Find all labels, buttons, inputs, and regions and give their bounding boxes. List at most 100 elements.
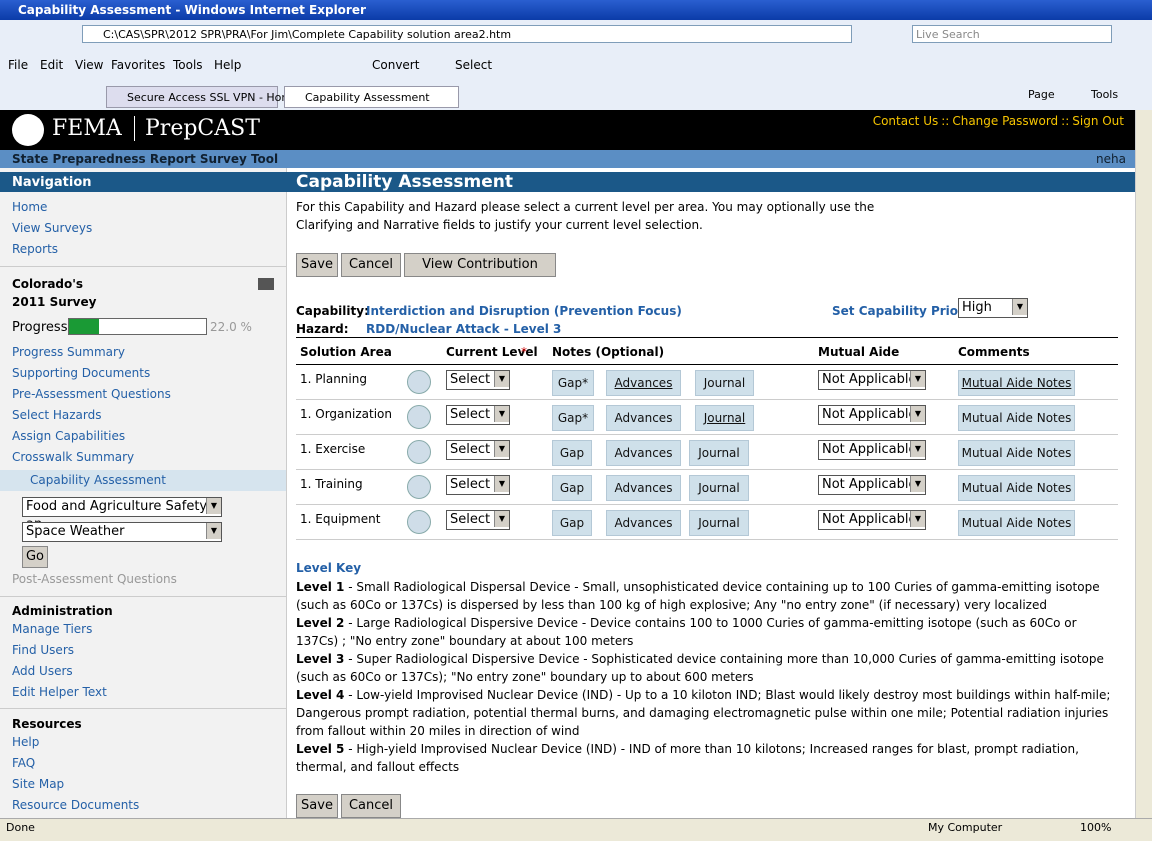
- note-button[interactable]: Journal: [689, 510, 749, 536]
- level-text: - Large Radiological Dispersive Device -…: [296, 616, 1077, 648]
- band: [0, 172, 1135, 192]
- nav-link[interactable]: Find Users: [12, 643, 75, 657]
- nav-link[interactable]: Supporting Documents: [12, 366, 151, 380]
- nav-link[interactable]: Edit Helper Text: [12, 685, 107, 699]
- nav-link[interactable]: Progress Summary: [12, 345, 126, 359]
- level-select[interactable]: Select: [446, 510, 510, 530]
- column-header: Mutual Aide: [818, 345, 900, 359]
- nav-link[interactable]: Select Hazards: [12, 408, 102, 422]
- menu-item[interactable]: Edit: [40, 58, 64, 72]
- note-button[interactable]: Gap: [552, 475, 592, 501]
- note-button[interactable]: Journal: [695, 405, 754, 431]
- mutual-select[interactable]: Not Applicable: [818, 370, 926, 390]
- convert[interactable]: Convert: [372, 58, 420, 72]
- button[interactable]: Save: [296, 253, 338, 277]
- tools-tool[interactable]: Tools: [1091, 88, 1119, 101]
- brand: FEMA: [52, 116, 122, 141]
- header-link[interactable]: Sign Out: [1072, 114, 1124, 128]
- rule: [296, 399, 1118, 400]
- tab[interactable]: Capability Assessment: [284, 86, 459, 108]
- menu-item[interactable]: View: [75, 58, 104, 72]
- mutual-select[interactable]: Not Applicable: [818, 405, 926, 425]
- header-link[interactable]: Contact Us: [872, 114, 939, 128]
- nav-link[interactable]: Reports: [12, 242, 59, 256]
- nav-link[interactable]: Home: [12, 200, 48, 214]
- button[interactable]: View Contribution: [404, 253, 556, 277]
- menu-item[interactable]: File: [8, 58, 29, 72]
- level-key-title: Level Key: [296, 561, 362, 575]
- note-button[interactable]: Advances: [606, 405, 681, 431]
- note-button[interactable]: Advances: [606, 475, 681, 501]
- note-button[interactable]: Journal: [689, 475, 749, 501]
- nav-link[interactable]: Crosswalk Summary: [12, 450, 135, 464]
- status-bar: [0, 818, 1152, 841]
- mutual-select[interactable]: Not Applicable: [818, 440, 926, 460]
- level-select[interactable]: Select: [446, 440, 510, 460]
- column-header: Notes (Optional): [552, 345, 665, 359]
- button[interactable]: Cancel: [341, 794, 401, 818]
- address-bar[interactable]: C:\CAS\SPR\2012 SPR\PRA\For Jim\Complete…: [82, 25, 852, 43]
- note-button[interactable]: Advances: [606, 440, 681, 466]
- tab[interactable]: Secure Access SSL VPN - Home: [106, 86, 299, 108]
- note-button[interactable]: Journal: [689, 440, 749, 466]
- priority-select[interactable]: High: [958, 298, 1028, 318]
- area: 1. Organization: [300, 407, 392, 421]
- level-item: Level 5 - High-yield Improvised Nuclear …: [296, 740, 1118, 776]
- area: 1. Training: [300, 477, 363, 491]
- area: 1. Equipment: [300, 512, 381, 526]
- level-text: - Super Radiological Dispersive Device -…: [296, 652, 1104, 684]
- nav-link[interactable]: Manage Tiers: [12, 622, 93, 636]
- dropdown[interactable]: Space Weather: [22, 522, 222, 542]
- button[interactable]: Save: [296, 794, 338, 818]
- level-select[interactable]: Select: [446, 405, 510, 425]
- level-text: - Low-yield Improvised Nuclear Device (I…: [296, 688, 1111, 738]
- comment-button[interactable]: Mutual Aide Notes: [958, 475, 1075, 501]
- note-button[interactable]: Gap: [552, 510, 592, 536]
- zoom[interactable]: 100%: [1080, 821, 1112, 834]
- note-button[interactable]: Advances: [606, 510, 681, 536]
- go-button[interactable]: Go: [22, 546, 48, 568]
- mutual-select[interactable]: Not Applicable: [818, 475, 926, 495]
- note-button[interactable]: Advances: [606, 370, 681, 396]
- capability-value: Interdiction and Disruption (Prevention …: [366, 304, 682, 318]
- nav-link[interactable]: FAQ: [12, 756, 36, 770]
- select-tool[interactable]: Select: [455, 58, 493, 72]
- nav-link[interactable]: View Surveys: [12, 221, 93, 235]
- mutual-select[interactable]: Not Applicable: [818, 510, 926, 530]
- nav-link[interactable]: Resource Documents: [12, 798, 140, 812]
- info-icon: [407, 370, 431, 394]
- comment-button[interactable]: Mutual Aide Notes: [958, 440, 1075, 466]
- capability-label: Capability:: [296, 304, 369, 318]
- menu-item[interactable]: Tools: [173, 58, 203, 72]
- menu-item[interactable]: Help: [214, 58, 242, 72]
- comment-button[interactable]: Mutual Aide Notes: [958, 405, 1075, 431]
- note-button[interactable]: Gap*: [552, 370, 594, 396]
- note-button[interactable]: Gap*: [552, 405, 594, 431]
- level-select[interactable]: Select: [446, 475, 510, 495]
- product: PrepCAST: [134, 116, 260, 141]
- level-select[interactable]: Select: [446, 370, 510, 390]
- page-tool[interactable]: Page: [1028, 88, 1055, 101]
- note-button[interactable]: Gap: [552, 440, 592, 466]
- button[interactable]: Cancel: [341, 253, 401, 277]
- nav-link[interactable]: Pre-Assessment Questions: [12, 387, 171, 401]
- main-title: Capability Assessment: [296, 172, 513, 192]
- menu-item[interactable]: Favorites: [111, 58, 166, 72]
- header-link[interactable]: Change Password: [952, 114, 1059, 128]
- intro: Clarifying and Narrative fields to justi…: [296, 218, 703, 232]
- nav-link[interactable]: Help: [12, 735, 40, 749]
- comment-button[interactable]: Mutual Aide Notes: [958, 510, 1075, 536]
- nav-link[interactable]: Assign Capabilities: [12, 429, 126, 443]
- nav-link[interactable]: Add Users: [12, 664, 73, 678]
- column-header: Solution Area: [300, 345, 392, 359]
- scrollbar: [1135, 110, 1152, 818]
- current-link[interactable]: Capability Assessment: [30, 473, 166, 487]
- search-box[interactable]: Live Search: [912, 25, 1112, 43]
- note-button[interactable]: Journal: [695, 370, 754, 396]
- user: neha: [1096, 152, 1126, 166]
- area: 1. Planning: [300, 372, 367, 386]
- comment-button[interactable]: Mutual Aide Notes: [958, 370, 1075, 396]
- info-icon: [407, 440, 431, 464]
- nav-link[interactable]: Site Map: [12, 777, 65, 791]
- dropdown[interactable]: Food and Agriculture Safety an: [22, 497, 222, 532]
